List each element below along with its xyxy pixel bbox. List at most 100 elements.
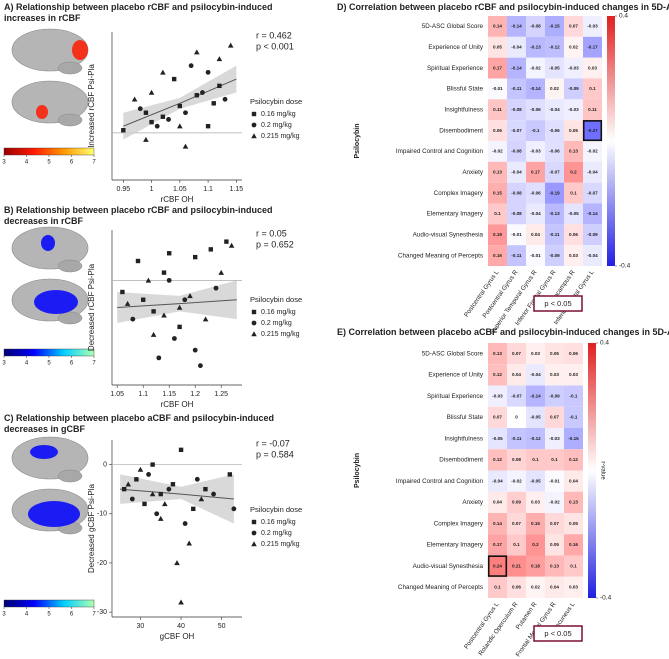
cell-label: -0.01 (549, 478, 560, 483)
cell-label: 0.2 (532, 542, 539, 547)
cell-label: 0.12 (493, 457, 502, 462)
cell-label: 0.1 (551, 457, 558, 462)
cell-label: 0.11 (493, 107, 502, 112)
colorbar-tick-label: 4 (25, 612, 29, 618)
cell-label: 0.11 (588, 107, 597, 112)
cell-label: -0.06 (549, 128, 560, 133)
heatmap-cell (488, 406, 507, 428)
cell-label: 0.13 (493, 169, 502, 174)
confidence-band (123, 65, 237, 140)
heatmap-cell (545, 428, 564, 450)
heatmap-cell (583, 224, 602, 246)
heatmap-cell (526, 16, 545, 37)
heatmap-cell (526, 470, 545, 492)
heatmap-cell (545, 513, 564, 535)
point (154, 511, 160, 517)
cell-label: 0.12 (493, 372, 502, 377)
point (142, 501, 147, 507)
point (178, 599, 184, 605)
heatmap-cell (564, 576, 583, 598)
point (174, 560, 180, 566)
point (149, 119, 154, 125)
cell-label: 0.14 (493, 521, 502, 526)
point (222, 96, 228, 102)
heatmap-cell (488, 57, 507, 79)
cell-label: 0.1 (494, 211, 501, 216)
cell-label: 0.07 (512, 351, 521, 356)
heatmap-cell (507, 385, 526, 407)
row-label: Impaired Control and Cognition (396, 148, 484, 155)
cell-label: -0.02 (587, 149, 598, 154)
x-axis-label: gCBF OH (160, 632, 195, 641)
heatmap-cell (564, 99, 583, 121)
heatmap-cell (507, 57, 526, 79)
y-tick-label: -30 (97, 609, 107, 616)
point (182, 143, 189, 149)
point (178, 447, 184, 453)
cell-label: 0.15 (531, 521, 540, 526)
heatmap-cell (583, 161, 602, 183)
heatmap-cell (564, 182, 583, 204)
heatmap-cell (545, 120, 564, 141)
cell-label: 0.07 (550, 415, 559, 420)
heatmap-cell (526, 364, 545, 386)
cell-label: -0.07 (587, 190, 598, 195)
x-axis-label: rCBF OH (161, 400, 194, 409)
cell-label: -0.04 (530, 211, 541, 216)
heatmap-cell (545, 491, 564, 513)
heatmap-cell (488, 449, 507, 471)
point (177, 324, 182, 330)
cell-label: 0.17 (531, 169, 540, 174)
heatmap-cell (545, 161, 564, 183)
row-label: Complex Imagery (434, 520, 484, 527)
cell-label: 0.07 (569, 24, 578, 29)
row-label: 5D-ASC Global Score (422, 350, 484, 357)
legend-label: 0.215 mg/kg (261, 331, 300, 338)
heatmap-cell (526, 343, 545, 365)
brain-activation (34, 290, 78, 314)
point (134, 477, 139, 482)
cell-label: -0.14 (530, 86, 541, 91)
heatmap-cell (583, 245, 602, 266)
point (170, 482, 176, 487)
annotation: r = -0.07 (256, 438, 290, 448)
heatmap-cell (583, 78, 602, 100)
heatmap-cell (545, 555, 564, 577)
point (150, 331, 157, 337)
heatmap-cell (526, 120, 545, 141)
heatmap-cell (488, 534, 507, 556)
heatmap-cell (488, 343, 507, 365)
point (121, 486, 127, 492)
cell-label: -0.03 (568, 107, 579, 112)
panel-title: A) Relationship between placebo rCBF and… (4, 2, 273, 23)
point (193, 49, 200, 55)
legend-marker (251, 331, 257, 337)
heatmap-cell (488, 182, 507, 204)
cell-label: 0.13 (569, 149, 578, 154)
fit-line (117, 299, 237, 308)
point (162, 501, 168, 507)
cell-label: 0.03 (569, 372, 578, 377)
cell-label: 0.06 (493, 128, 502, 133)
point (154, 123, 160, 129)
point (205, 69, 211, 75)
colorbar-tick-label: 3 (2, 361, 6, 367)
point (192, 347, 198, 353)
x-tick-label: 1.2 (190, 391, 200, 398)
heatmap-cell (583, 182, 602, 204)
x-tick-label: 1.05 (173, 186, 187, 193)
cell-label: -0.03 (587, 24, 598, 29)
brain-cerebellum (57, 61, 83, 75)
heatmap-cell (545, 534, 564, 556)
point (191, 506, 196, 512)
heatmap-cell (564, 141, 583, 162)
y-tick-label: -20 (97, 560, 107, 567)
legend-title: Psilocybin dose (250, 97, 302, 106)
cell-label: 0.03 (569, 585, 578, 590)
cell-label: -0.04 (587, 169, 598, 174)
legend-marker (251, 519, 257, 525)
cell-label: -0.27 (587, 128, 598, 133)
cell-label: 0.05 (550, 351, 559, 356)
heatmap-cell (545, 36, 564, 58)
cell-label: 0.03 (531, 500, 540, 505)
